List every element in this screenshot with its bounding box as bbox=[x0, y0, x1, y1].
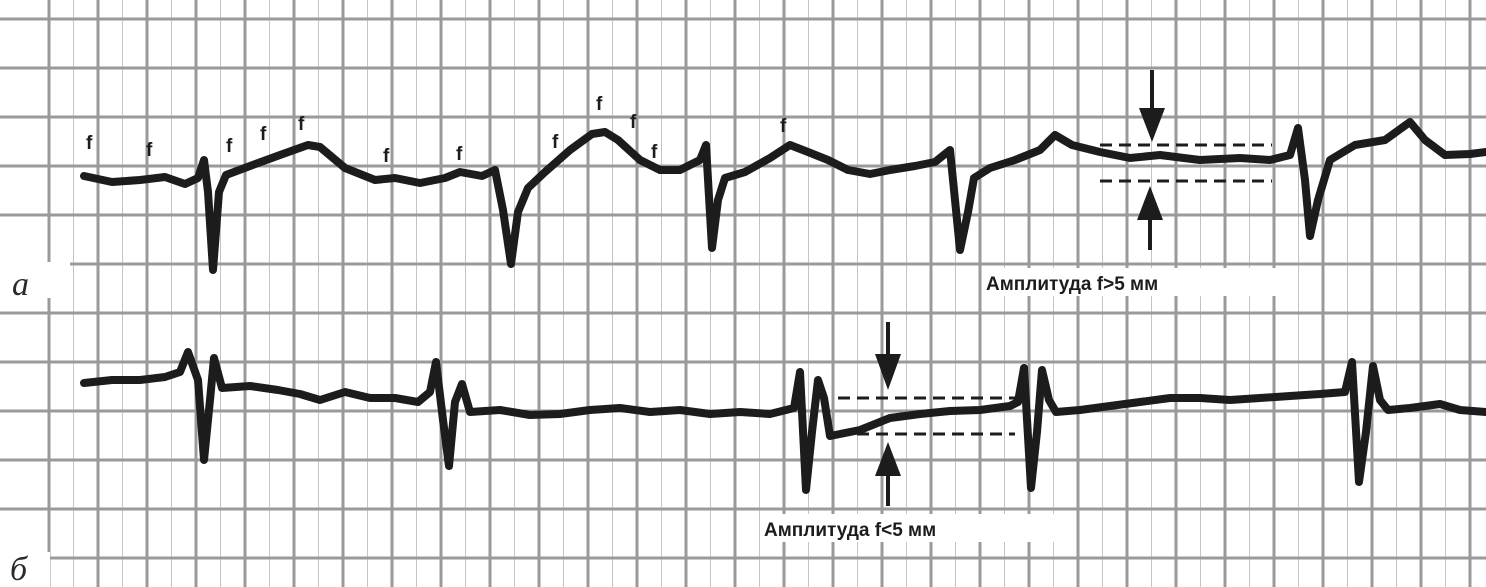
f-wave-label: f bbox=[226, 136, 233, 157]
ecg-trace-a bbox=[80, 118, 1486, 274]
panel-a-label: а bbox=[12, 266, 29, 303]
f-wave-label: f bbox=[780, 116, 787, 137]
f-wave-label: f bbox=[630, 112, 637, 133]
ecg-trace-b bbox=[80, 348, 1486, 494]
f-wave-label: f bbox=[552, 132, 559, 153]
f-wave-label: f bbox=[298, 114, 305, 135]
f-wave-label: f bbox=[86, 133, 93, 154]
arrow-down-icon bbox=[1139, 70, 1165, 142]
f-wave-label: f bbox=[456, 144, 463, 165]
panel-b-label: б bbox=[10, 551, 29, 587]
f-wave-label: f bbox=[651, 142, 658, 163]
arrow-up-icon bbox=[1137, 186, 1163, 250]
arrow-down-icon bbox=[875, 322, 901, 390]
panel-b: б Амплитуда f<5 мм bbox=[0, 322, 1486, 587]
arrow-up-icon bbox=[875, 442, 901, 506]
f-wave-label: f bbox=[146, 140, 153, 161]
amplitude-caption-a: Амплитуда f>5 мм bbox=[986, 274, 1158, 295]
f-wave-label: f bbox=[596, 94, 603, 115]
f-wave-label: f bbox=[260, 124, 267, 145]
panel-a: а f f f f f f f f f f f f Амплитуда f>5 … bbox=[0, 70, 1486, 303]
amplitude-caption-b: Амплитуда f<5 мм bbox=[764, 520, 936, 541]
f-wave-label: f bbox=[383, 146, 390, 167]
